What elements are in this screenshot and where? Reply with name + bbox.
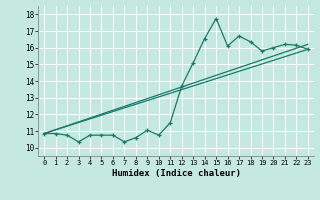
X-axis label: Humidex (Indice chaleur): Humidex (Indice chaleur) [111, 169, 241, 178]
